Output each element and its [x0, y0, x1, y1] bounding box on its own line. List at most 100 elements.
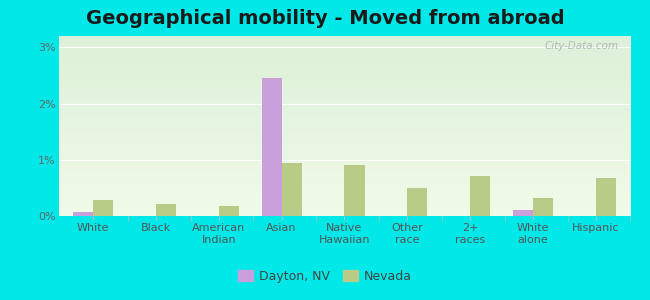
Bar: [58, 94, 630, 95]
Bar: [58, 147, 630, 148]
Bar: [58, 53, 630, 54]
Bar: [58, 135, 630, 136]
Bar: [596, 178, 616, 216]
Bar: [58, 116, 630, 117]
Bar: [533, 198, 553, 216]
Bar: [58, 178, 630, 179]
Bar: [58, 160, 630, 161]
Bar: [58, 121, 630, 122]
Bar: [58, 72, 630, 73]
Bar: [58, 162, 630, 163]
Bar: [470, 176, 490, 216]
Bar: [58, 61, 630, 62]
Bar: [58, 185, 630, 186]
Bar: [58, 208, 630, 209]
Bar: [58, 47, 630, 48]
Bar: [58, 194, 630, 195]
Bar: [58, 70, 630, 71]
Bar: [58, 180, 630, 181]
Bar: [58, 115, 630, 116]
Bar: [58, 173, 630, 174]
Bar: [58, 123, 630, 124]
Bar: [58, 93, 630, 94]
Bar: [58, 99, 630, 100]
Bar: [58, 189, 630, 190]
Bar: [58, 192, 630, 193]
Bar: [58, 79, 630, 80]
Bar: [58, 108, 630, 109]
Bar: [58, 158, 630, 159]
Bar: [58, 122, 630, 123]
Bar: [58, 95, 630, 96]
Bar: [58, 101, 630, 102]
Bar: [58, 169, 630, 170]
Bar: [58, 109, 630, 110]
Bar: [58, 114, 630, 115]
Bar: [58, 102, 630, 103]
Bar: [58, 150, 630, 151]
Bar: [58, 45, 630, 46]
Bar: [58, 98, 630, 99]
Bar: [58, 187, 630, 188]
Bar: [58, 197, 630, 198]
Bar: [58, 83, 630, 84]
Bar: [58, 56, 630, 57]
Bar: [58, 39, 630, 40]
Bar: [58, 68, 630, 69]
Bar: [58, 62, 630, 63]
Bar: [58, 84, 630, 85]
Bar: [58, 77, 630, 78]
Bar: [58, 96, 630, 97]
Bar: [58, 163, 630, 164]
Bar: [58, 103, 630, 104]
Bar: [58, 201, 630, 202]
Bar: [58, 176, 630, 177]
Bar: [58, 188, 630, 189]
Bar: [58, 104, 630, 105]
Bar: [58, 43, 630, 44]
Bar: [58, 110, 630, 111]
Bar: [58, 119, 630, 120]
Bar: [58, 137, 630, 138]
Bar: [58, 41, 630, 42]
Bar: [58, 177, 630, 178]
Bar: [58, 164, 630, 165]
Bar: [58, 85, 630, 86]
Bar: [58, 205, 630, 206]
Bar: [58, 44, 630, 45]
Bar: [58, 58, 630, 59]
Bar: [58, 63, 630, 64]
Bar: [58, 140, 630, 141]
Bar: [58, 195, 630, 196]
Bar: [58, 186, 630, 187]
Bar: [58, 100, 630, 101]
Bar: [58, 168, 630, 169]
Bar: [58, 124, 630, 125]
Bar: [58, 113, 630, 114]
Bar: [58, 210, 630, 211]
Bar: [58, 148, 630, 149]
Bar: [93, 200, 113, 216]
Bar: [58, 69, 630, 70]
Bar: [58, 64, 630, 65]
Bar: [58, 132, 630, 133]
Bar: [58, 184, 630, 185]
Bar: [58, 126, 630, 127]
Bar: [58, 57, 630, 58]
Bar: [58, 107, 630, 108]
Bar: [58, 196, 630, 197]
Bar: [58, 211, 630, 212]
Bar: [58, 174, 630, 175]
Bar: [58, 90, 630, 91]
Bar: [58, 142, 630, 143]
Bar: [58, 73, 630, 74]
Text: City-Data.com: City-Data.com: [545, 41, 619, 51]
Bar: [58, 139, 630, 140]
Bar: [58, 179, 630, 180]
Bar: [58, 92, 630, 93]
Bar: [58, 213, 630, 214]
Bar: [58, 76, 630, 77]
Bar: [58, 81, 630, 82]
Bar: [58, 193, 630, 194]
Bar: [58, 202, 630, 203]
